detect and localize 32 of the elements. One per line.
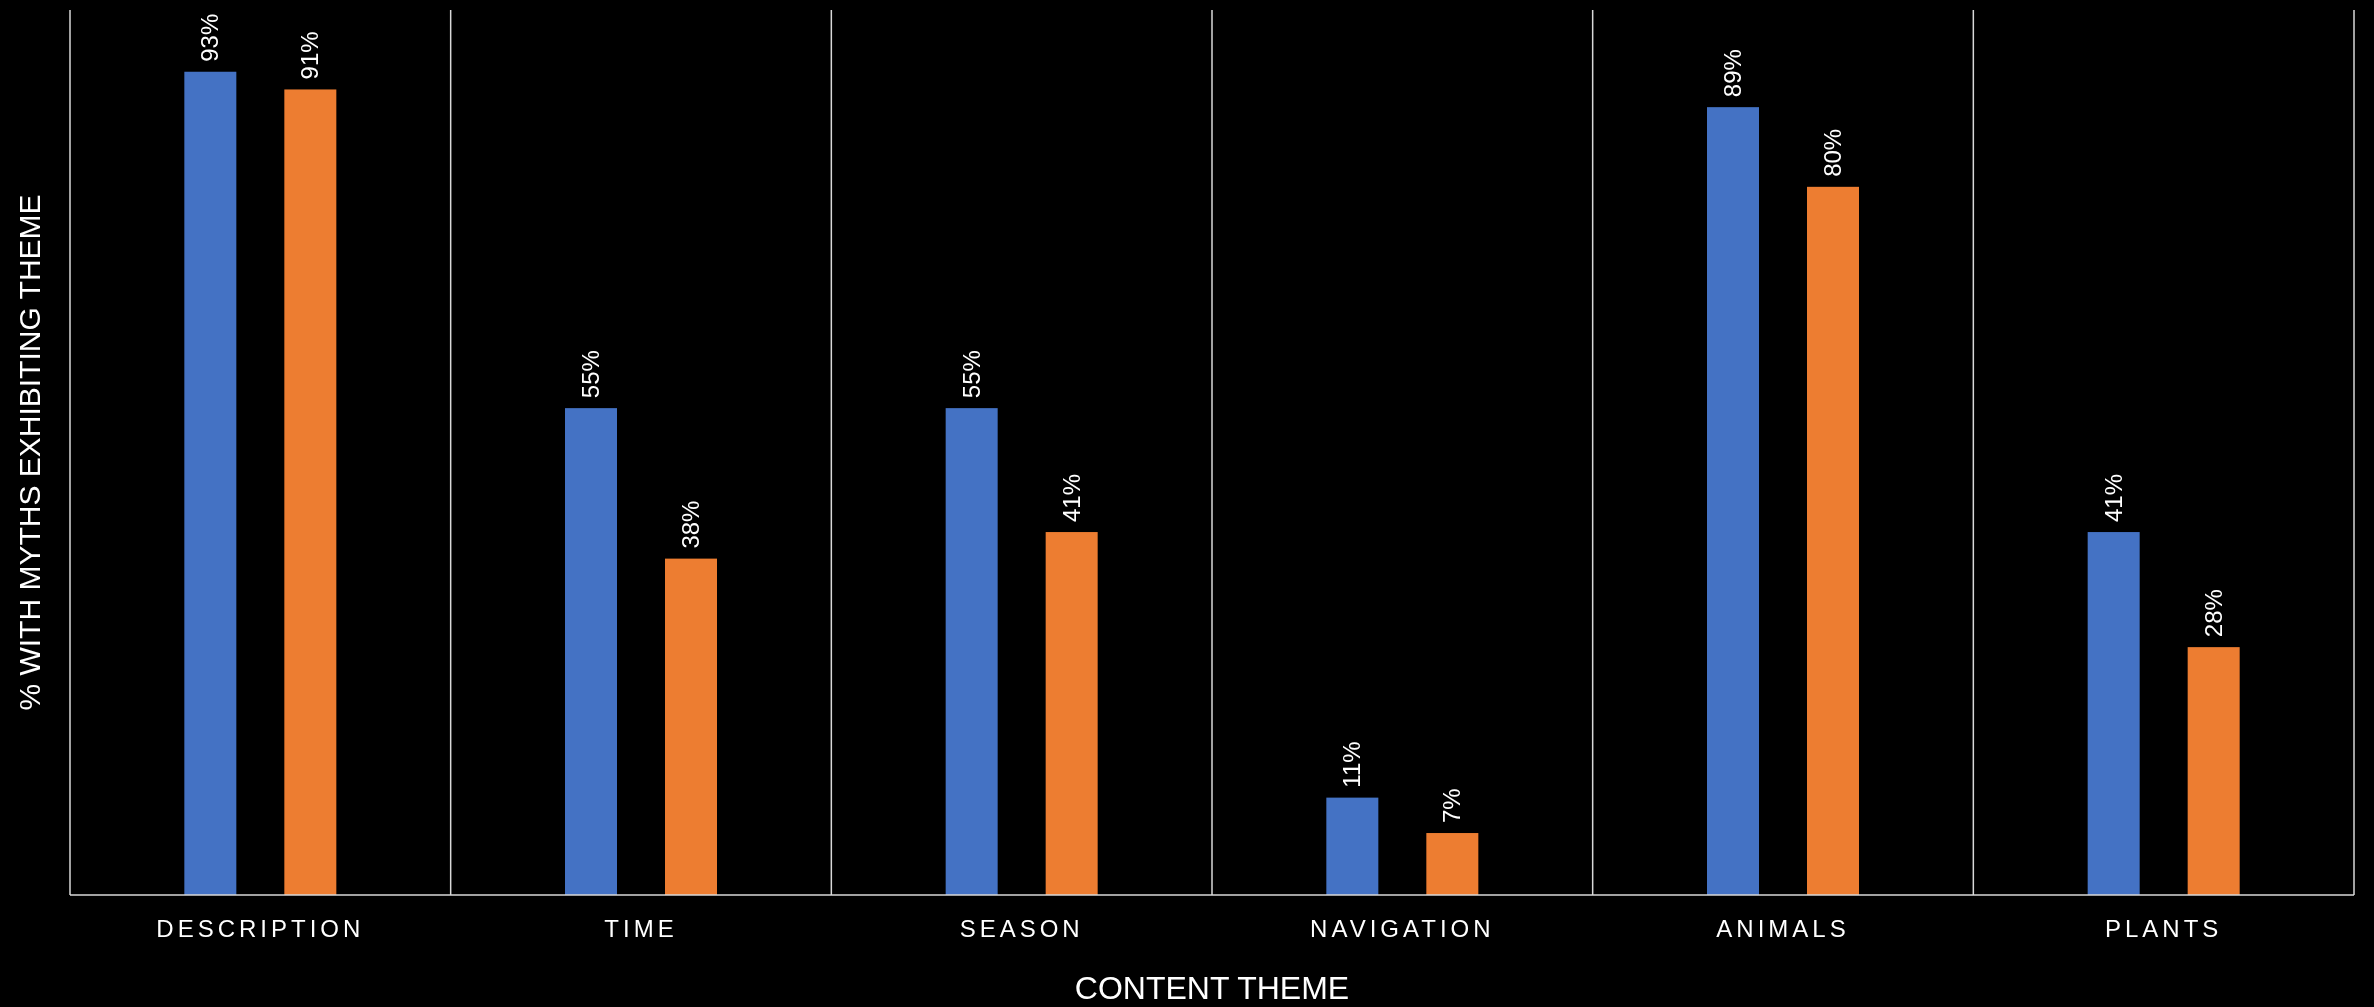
bar [1045, 532, 1098, 895]
data-label: 80% [1819, 128, 1846, 177]
x-tick-label: TIME [604, 915, 678, 942]
data-label: 11% [1338, 741, 1366, 788]
x-axis-title: CONTENT THEME [1074, 970, 1350, 1006]
x-tick-label: DESCRIPTION [156, 915, 365, 942]
bar [2187, 647, 2240, 895]
x-tick-label: PLANTS [2104, 915, 2223, 942]
data-label: 55% [957, 350, 985, 399]
bar [665, 558, 717, 895]
x-tick-label: ANIMALS [1716, 915, 1850, 942]
bar [565, 408, 617, 895]
data-label: 28% [2199, 589, 2227, 638]
bar [1326, 797, 1379, 895]
data-label: 93% [196, 13, 224, 62]
bar [2087, 532, 2140, 895]
data-label: 55% [577, 350, 604, 399]
bar [1707, 107, 1759, 895]
y-axis-title: % WITH MYTHS EXHIBITING THEME [13, 194, 46, 711]
bar [945, 408, 998, 895]
data-label: 41% [2099, 474, 2127, 523]
data-label: 91% [296, 31, 324, 80]
x-tick-label: SEASON [959, 915, 1084, 942]
x-tick-label: NAVIGATION [1310, 915, 1495, 942]
bar [284, 89, 337, 895]
data-label: 7% [1438, 788, 1466, 824]
data-label: 89% [1719, 49, 1746, 98]
bar [184, 71, 237, 895]
bar [1426, 833, 1479, 895]
data-label: 38% [677, 500, 704, 549]
bar [1807, 186, 1859, 895]
data-label: 41% [1057, 474, 1085, 523]
